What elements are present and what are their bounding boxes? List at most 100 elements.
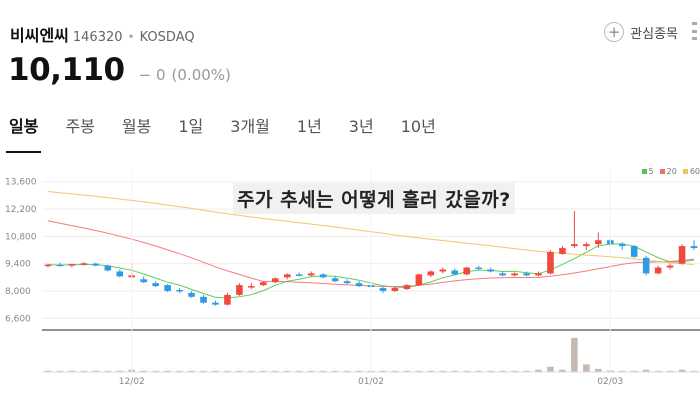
period-tabs: 일봉 주봉 월봉 1일 3개월 1년 3년 10년 bbox=[0, 108, 463, 153]
volume-bar bbox=[618, 370, 626, 372]
volume-bar bbox=[630, 370, 638, 372]
volume-bar bbox=[463, 370, 470, 372]
candle-body bbox=[690, 246, 698, 249]
volume-bar bbox=[200, 370, 207, 372]
candle-body bbox=[403, 285, 411, 290]
volume-bar bbox=[248, 370, 255, 372]
candle-body bbox=[654, 267, 662, 274]
volume-bar bbox=[511, 370, 518, 372]
volume-bar bbox=[415, 370, 423, 372]
volume-bar bbox=[595, 368, 602, 372]
price-row: 10,110 − 0 (0.00%) bbox=[8, 52, 231, 88]
stock-market: KOSDAQ bbox=[139, 30, 195, 45]
candle-body bbox=[260, 282, 267, 286]
volume-bar bbox=[44, 370, 52, 372]
candle-body bbox=[475, 267, 482, 270]
price-chart[interactable]: 13,600 12,200 10,800 9,400 8,000 6,600 12/02 01… bbox=[0, 160, 700, 400]
candle-body bbox=[630, 246, 638, 257]
candle-body bbox=[511, 273, 518, 276]
tab-weekly[interactable]: 주봉 bbox=[65, 117, 95, 136]
volume-bar bbox=[499, 370, 506, 372]
volume-bar bbox=[152, 370, 159, 372]
candle-body bbox=[44, 264, 52, 267]
candle-body bbox=[224, 294, 231, 305]
candle-body bbox=[523, 273, 530, 276]
volume-bar bbox=[236, 370, 243, 372]
add-favorite-button[interactable]: + 관심종목 bbox=[604, 22, 678, 42]
candle-body bbox=[152, 283, 159, 287]
candle-body bbox=[92, 263, 100, 266]
y-tick-label: 6,600 bbox=[5, 314, 31, 324]
candle-body bbox=[343, 281, 351, 284]
tab-daily[interactable]: 일봉 bbox=[5, 108, 42, 153]
candle-body bbox=[451, 270, 459, 275]
volume-bar bbox=[80, 370, 88, 372]
volume-bar bbox=[92, 370, 100, 372]
candle-body bbox=[176, 290, 183, 292]
candle-body bbox=[248, 286, 255, 288]
legend-item-ma5: 5 bbox=[641, 167, 654, 176]
tab-3year[interactable]: 3년 bbox=[348, 117, 374, 136]
x-tick-label: 02/03 bbox=[597, 377, 623, 387]
tab-3month[interactable]: 3개월 bbox=[230, 117, 270, 136]
candle-body bbox=[427, 271, 435, 276]
plus-icon: + bbox=[604, 22, 625, 42]
candle-body bbox=[391, 288, 399, 291]
candle-body bbox=[583, 244, 590, 247]
tab-1day[interactable]: 1일 bbox=[178, 117, 204, 136]
candle-body bbox=[535, 273, 542, 276]
candle-body bbox=[487, 269, 494, 272]
candle-body bbox=[212, 302, 219, 305]
volume-bar bbox=[475, 370, 482, 372]
legend-item-ma20: 20 bbox=[659, 167, 677, 176]
volume-bar bbox=[427, 370, 435, 372]
volume-bar bbox=[272, 370, 279, 372]
volume-bar bbox=[343, 370, 351, 372]
more-menu-icon[interactable] bbox=[692, 22, 700, 40]
volume-bar bbox=[535, 369, 542, 372]
candle-body bbox=[355, 283, 363, 287]
x-tick-label: 01/02 bbox=[358, 377, 384, 387]
candle-body bbox=[200, 296, 207, 303]
volume-bar bbox=[403, 370, 411, 372]
candle-body bbox=[80, 263, 88, 265]
candle-body bbox=[571, 244, 578, 247]
volume-bar bbox=[379, 370, 387, 372]
candle-body bbox=[188, 292, 195, 297]
volume-bar bbox=[331, 370, 339, 372]
candle-body bbox=[295, 274, 303, 276]
tab-1year[interactable]: 1년 bbox=[296, 117, 322, 136]
volume-bar bbox=[571, 337, 578, 372]
candle-body bbox=[272, 278, 279, 283]
volume-bar bbox=[295, 370, 303, 372]
volume-bar bbox=[583, 364, 590, 372]
candle-body bbox=[499, 273, 506, 276]
volume-bar bbox=[439, 370, 447, 372]
volume-bar bbox=[307, 370, 315, 372]
candle-body bbox=[379, 288, 387, 291]
separator-dot: • bbox=[127, 30, 135, 44]
candle-body bbox=[104, 265, 112, 271]
volume-bar bbox=[391, 370, 399, 372]
volume-bar bbox=[319, 370, 327, 372]
candle-body bbox=[307, 273, 315, 276]
candle-body bbox=[283, 274, 291, 278]
candle-body bbox=[331, 278, 339, 282]
volume-bar bbox=[56, 370, 64, 372]
tab-10year[interactable]: 10년 bbox=[400, 117, 436, 136]
price-change-percent: (0.00%) bbox=[171, 66, 231, 84]
tab-monthly[interactable]: 월봉 bbox=[121, 117, 152, 136]
stock-header: 비씨엔씨 146320 • KOSDAQ bbox=[10, 22, 195, 45]
volume-bar bbox=[188, 370, 195, 372]
volume-bar bbox=[224, 370, 231, 372]
volume-bar bbox=[212, 370, 219, 372]
candle-body bbox=[319, 274, 327, 278]
volume-bar bbox=[690, 370, 698, 372]
volume-bar bbox=[666, 370, 674, 372]
candle-body bbox=[678, 246, 686, 264]
candle-body bbox=[236, 285, 243, 295]
volume-bar bbox=[451, 370, 459, 372]
candle-body bbox=[618, 244, 626, 247]
headline-overlay: 주가 추세는 어떻게 흘러 갔을까? bbox=[233, 183, 515, 214]
stock-name: 비씨엔씨 bbox=[10, 26, 69, 45]
